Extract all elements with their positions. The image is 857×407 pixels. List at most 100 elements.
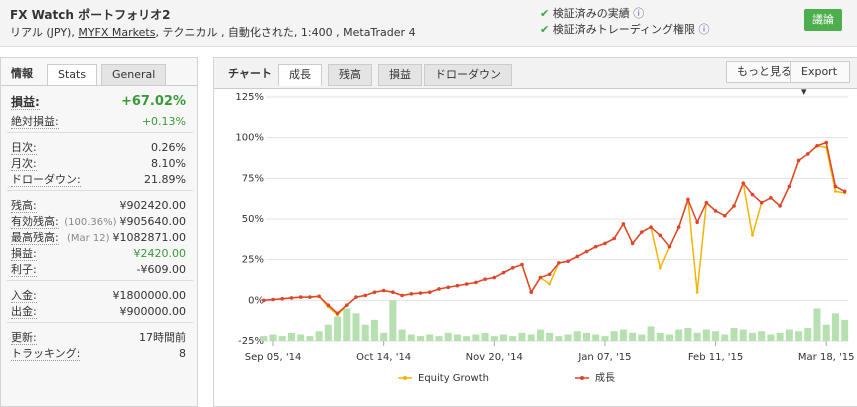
bar (297, 334, 305, 341)
point (824, 140, 829, 145)
point (483, 277, 487, 281)
verify-1: ✔ 検証済みの実績 ⓘ (540, 7, 645, 20)
bar (481, 332, 489, 341)
chart-panel: チャート 成長 残高 損益 ドローダウン もっと見る Export ▾ (213, 57, 857, 407)
export-label: Export (801, 65, 838, 78)
stat-value: -¥609.00 (136, 263, 186, 276)
stat-value-wrap: (100.36%) ¥905640.00 (64, 214, 186, 231)
bar (767, 334, 775, 341)
y-tick-label: 125% (235, 92, 264, 103)
export-button[interactable]: Export ▾ (790, 61, 850, 98)
point (815, 144, 819, 148)
point (713, 209, 718, 213)
bar (638, 334, 646, 341)
stat-row: 最高残高: (Mar 12) ¥1082871.00 (11, 230, 186, 246)
verify-2: ✔ 検証済みトレーディング権限 ⓘ (540, 23, 710, 36)
bar (675, 329, 683, 341)
stat-value-wrap: 17時間前 (139, 330, 186, 346)
point (575, 254, 580, 259)
stat-value: +0.13% (141, 115, 186, 128)
stat-value-wrap: 21.89% (144, 172, 186, 188)
tab[interactable]: ドローダウン (424, 64, 512, 86)
bar (278, 336, 286, 341)
y-tick-label: 75% (242, 173, 264, 184)
tab[interactable]: 成長 (278, 64, 322, 86)
bar (546, 332, 554, 341)
stat-label: 損益: (11, 95, 40, 110)
stat-label: 損益: (11, 247, 37, 261)
point (667, 244, 672, 249)
legend-dot (580, 376, 584, 380)
bar (453, 334, 461, 341)
bar (417, 336, 425, 341)
bar (721, 334, 729, 341)
stat-row: 更新: 17時間前 (11, 330, 186, 346)
point (446, 285, 451, 290)
point (593, 244, 598, 249)
bar (592, 334, 600, 341)
general-tab[interactable]: General (101, 64, 167, 86)
stat-value-wrap: 8 (179, 346, 186, 362)
stat-label: 利子: (11, 263, 37, 277)
point (676, 225, 681, 229)
point (695, 220, 699, 225)
stat-value-wrap: ¥902420.00 (120, 198, 186, 214)
point (603, 241, 607, 246)
stat-value: ¥902420.00 (119, 199, 186, 212)
x-tick-label: Nov 20, '14 (466, 352, 523, 363)
point (630, 241, 635, 246)
stat-value-wrap: 8.10% (151, 156, 186, 172)
stat-label: 入金: (11, 289, 37, 303)
point (520, 262, 524, 267)
tab[interactable]: 損益 (378, 64, 422, 86)
bar (306, 336, 314, 341)
bar (573, 331, 581, 341)
info-label: 情報 (11, 67, 33, 80)
stat-label: 出金: (11, 305, 37, 319)
stat-label: トラッキング: (11, 347, 81, 361)
info-panel: 情報 Stats General 損益: +67.02% 絶対損益: +0.13% 日次… (0, 57, 198, 407)
stat-value-wrap: ¥2420.00 (134, 246, 187, 262)
bar (500, 334, 508, 341)
bar (693, 332, 701, 341)
series-line (263, 144, 845, 317)
point (842, 189, 847, 194)
subtitle-prefix: リアル (JPY), (10, 26, 75, 39)
legend-label: Equity Growth (418, 373, 489, 384)
point (649, 225, 653, 229)
bar (370, 319, 378, 341)
point (280, 296, 285, 301)
y-tick-label: 50% (242, 214, 264, 225)
stat-value: ¥900000.00 (119, 305, 186, 318)
stat-value-wrap: 0.26% (151, 140, 186, 156)
broker-link[interactable]: MYFX Markets (78, 26, 156, 39)
separator (7, 280, 193, 281)
stat-value-wrap: +0.13% (142, 114, 186, 130)
bar (656, 332, 664, 341)
more-button[interactable]: もっと見る (726, 61, 803, 83)
point (787, 184, 792, 189)
point (501, 270, 506, 275)
chart-label: チャート (228, 67, 272, 80)
point (805, 152, 810, 156)
discuss-button[interactable]: 議論 (804, 9, 842, 31)
verify-text: 検証済みの実績 (552, 7, 630, 20)
point (584, 249, 589, 254)
point (354, 295, 358, 299)
legend-label: 成長 (595, 372, 615, 384)
point (723, 213, 727, 218)
point (262, 298, 266, 303)
point (326, 303, 331, 308)
stat-value-wrap: ¥1800000.00 (113, 288, 186, 304)
stat-row: 絶対損益: +0.13% (11, 114, 186, 130)
point (418, 291, 423, 295)
y-tick-label: -25% (238, 336, 264, 347)
stat-row: 月次: 8.10% (11, 156, 186, 172)
tab[interactable]: 残高 (328, 64, 372, 86)
bar (702, 329, 710, 341)
bar (564, 334, 572, 341)
stat-value: 8 (179, 347, 186, 360)
bar (665, 334, 673, 341)
bar (583, 332, 590, 341)
